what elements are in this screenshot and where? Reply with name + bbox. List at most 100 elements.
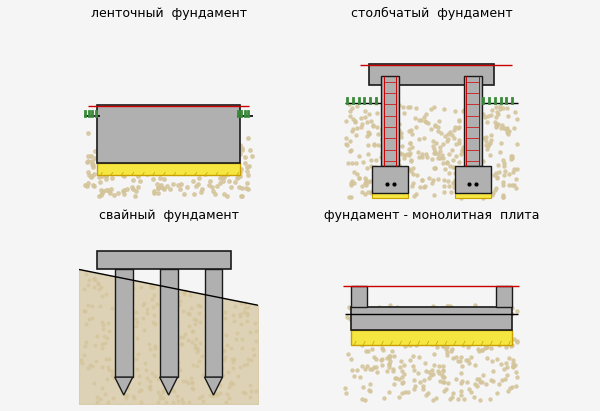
Point (393, 169, 403, 176)
Point (492, 174, 502, 180)
Point (173, 182, 182, 189)
Point (416, 117, 426, 123)
Point (428, 397, 438, 403)
Point (363, 179, 373, 185)
Point (430, 123, 439, 129)
Point (224, 178, 233, 184)
Point (403, 314, 413, 321)
Point (396, 358, 406, 365)
Point (164, 370, 173, 376)
Point (242, 310, 252, 316)
Point (466, 145, 475, 152)
Point (220, 132, 230, 139)
Point (205, 155, 215, 162)
Point (218, 346, 228, 353)
Point (346, 108, 355, 115)
Point (409, 366, 418, 373)
FancyBboxPatch shape (350, 330, 512, 345)
Point (391, 313, 401, 320)
Point (244, 163, 254, 169)
Point (124, 367, 134, 373)
Point (101, 291, 110, 297)
Point (168, 363, 178, 369)
Point (173, 127, 183, 134)
Point (190, 320, 200, 327)
Point (367, 157, 376, 163)
Point (411, 105, 421, 112)
Point (508, 168, 517, 175)
Point (464, 321, 474, 328)
Point (103, 161, 113, 167)
Point (89, 283, 98, 290)
Point (245, 147, 254, 153)
Point (417, 177, 427, 183)
Point (421, 118, 430, 124)
Point (124, 141, 134, 148)
Point (458, 329, 468, 336)
Point (434, 128, 443, 134)
Point (360, 335, 370, 342)
Point (485, 319, 495, 326)
Point (499, 317, 508, 324)
Point (512, 141, 522, 148)
Point (107, 149, 117, 155)
Point (215, 180, 225, 186)
Point (491, 113, 500, 120)
Point (439, 160, 448, 166)
Point (202, 372, 212, 378)
Point (443, 178, 452, 184)
Point (182, 184, 191, 191)
Point (104, 160, 113, 166)
Point (371, 363, 381, 370)
Point (411, 342, 421, 348)
Point (211, 127, 220, 134)
Point (486, 136, 496, 143)
Point (211, 137, 220, 143)
Point (499, 162, 509, 169)
Point (393, 317, 403, 324)
Point (231, 335, 241, 342)
Point (344, 101, 353, 108)
Point (497, 122, 506, 129)
Point (88, 164, 98, 170)
Point (470, 361, 480, 368)
Point (127, 128, 137, 135)
Point (98, 326, 108, 332)
Point (428, 177, 438, 183)
Point (482, 146, 492, 152)
Point (371, 356, 381, 363)
Point (472, 185, 481, 192)
Point (360, 324, 370, 331)
Point (482, 119, 491, 125)
Point (190, 342, 199, 348)
Point (80, 307, 89, 314)
Point (128, 393, 137, 399)
Point (406, 104, 415, 110)
Point (108, 395, 118, 402)
Point (206, 371, 216, 377)
Point (187, 150, 196, 156)
Point (365, 388, 375, 395)
Point (203, 328, 213, 334)
Point (205, 391, 215, 398)
Point (364, 130, 374, 136)
Point (413, 369, 423, 376)
Point (431, 150, 440, 157)
Point (162, 169, 172, 175)
Point (183, 310, 193, 317)
Point (227, 137, 236, 143)
Point (135, 178, 145, 184)
Point (509, 182, 519, 189)
Point (371, 168, 381, 174)
Point (140, 360, 150, 366)
Point (476, 157, 486, 163)
Point (364, 189, 373, 196)
Point (99, 169, 109, 175)
Point (489, 172, 499, 178)
Point (169, 325, 179, 331)
Point (100, 150, 110, 157)
Point (209, 367, 218, 373)
Point (500, 366, 509, 372)
Point (146, 139, 156, 145)
Point (414, 136, 424, 143)
